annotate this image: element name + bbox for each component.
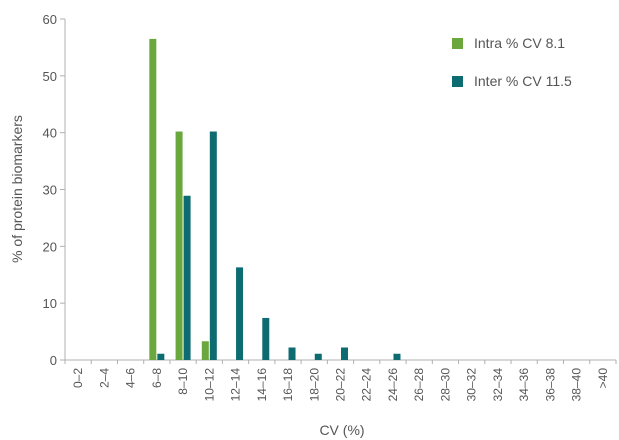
- x-tick-label: 12–14: [229, 368, 243, 402]
- x-tick-label: 32–34: [491, 368, 505, 402]
- plot-area: 0 10 20 30 40 50 60 0–2 2–4 4–6 6–8 8–10 10–12 12–14…: [43, 12, 617, 402]
- legend-label-inter: Inter % CV 11.5: [474, 73, 572, 89]
- y-ticks: 0 10 20 30 40 50 60: [43, 12, 65, 368]
- y-tick-label: 50: [43, 69, 57, 84]
- y-tick-label: 30: [43, 183, 57, 198]
- bar-intra: [175, 131, 183, 360]
- legend-label-intra: Intra % CV 8.1: [474, 35, 565, 51]
- x-tick-label: 0–2: [71, 368, 85, 388]
- bar-inter: [393, 353, 401, 360]
- bars: [149, 38, 401, 361]
- legend-swatch-intra: [452, 38, 463, 49]
- bar-inter: [157, 353, 165, 360]
- x-tick-label: 4–6: [124, 368, 138, 388]
- x-tick-label: 26–28: [412, 368, 426, 402]
- x-tick-label: >40: [596, 368, 610, 389]
- x-tick-label: 18–20: [307, 368, 321, 402]
- x-tick-label: 34–36: [517, 368, 531, 402]
- y-tick-label: 40: [43, 126, 57, 141]
- x-tick-label: 8–10: [176, 368, 190, 395]
- y-tick-label: 0: [50, 353, 57, 368]
- x-tick-label: 14–16: [255, 368, 269, 402]
- bar-inter: [262, 317, 270, 360]
- bar-inter: [288, 347, 296, 360]
- x-tick-label: 16–18: [281, 368, 295, 402]
- x-ticks: 0–2 2–4 4–6 6–8 8–10 10–12 12–14 14–16 16–18 18–2…: [64, 360, 617, 402]
- x-tick-label: 24–26: [386, 368, 400, 402]
- x-tick-label: 2–4: [97, 368, 111, 388]
- bar-inter: [236, 267, 244, 360]
- y-tick-label: 60: [43, 12, 57, 27]
- bar-inter: [341, 347, 348, 360]
- x-tick-label: 28–30: [438, 368, 452, 402]
- x-tick-label: 20–22: [334, 368, 348, 402]
- y-axis-title: % of protein biomarkers: [9, 115, 25, 263]
- x-tick-label: 10–12: [202, 368, 216, 402]
- x-tick-label: 6–8: [150, 368, 164, 388]
- y-tick-label: 20: [43, 239, 57, 254]
- bar-inter: [314, 353, 322, 360]
- bar-inter: [183, 195, 191, 360]
- x-tick-label: 38–40: [570, 368, 584, 402]
- legend: Intra % CV 8.1 Inter % CV 11.5: [452, 35, 572, 89]
- bar-intra: [149, 38, 157, 361]
- x-axis-title: CV (%): [319, 422, 364, 438]
- bar-inter: [209, 131, 217, 360]
- x-tick-label: 22–24: [360, 368, 374, 402]
- x-tick-label: 30–32: [465, 368, 479, 402]
- y-tick-label: 10: [43, 296, 57, 311]
- legend-swatch-inter: [452, 76, 463, 87]
- x-tick-label: 36–38: [543, 368, 557, 402]
- bar-intra: [201, 341, 209, 360]
